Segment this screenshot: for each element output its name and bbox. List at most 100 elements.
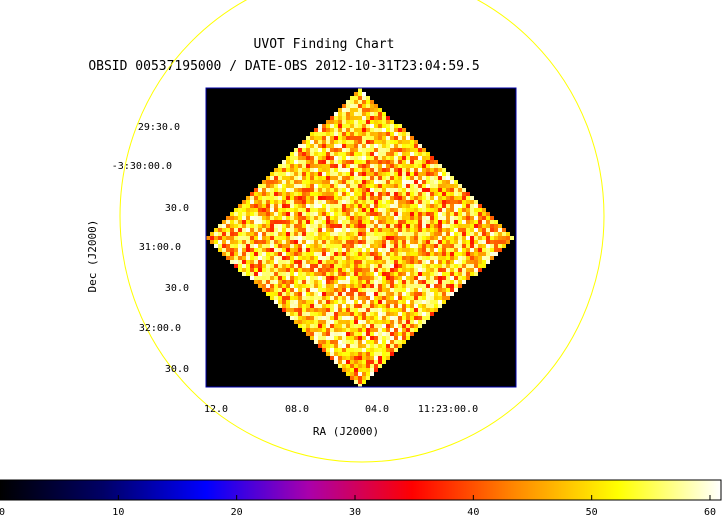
image-pixel (378, 228, 382, 232)
image-pixel (378, 136, 382, 140)
image-pixel (362, 100, 366, 104)
image-pixel (330, 320, 334, 324)
image-pixel (414, 300, 418, 304)
image-pixel (282, 248, 286, 252)
image-pixel (254, 252, 258, 256)
image-pixel (274, 280, 278, 284)
image-pixel (378, 296, 382, 300)
image-pixel (494, 244, 498, 248)
image-pixel (402, 156, 406, 160)
image-pixel (266, 276, 270, 280)
image-pixel (342, 264, 346, 268)
image-pixel (358, 336, 362, 340)
image-pixel (398, 288, 402, 292)
image-pixel (310, 284, 314, 288)
image-pixel (438, 260, 442, 264)
image-pixel (322, 152, 326, 156)
image-pixel (318, 124, 322, 128)
image-pixel (302, 328, 306, 332)
image-pixel (422, 276, 426, 280)
y-tick-label: 30.0 (165, 364, 189, 375)
image-pixel (318, 292, 322, 296)
image-pixel (434, 292, 438, 296)
image-pixel (274, 192, 278, 196)
image-pixel (366, 304, 370, 308)
image-pixel (442, 256, 446, 260)
image-pixel (430, 244, 434, 248)
image-pixel (370, 272, 374, 276)
image-pixel (414, 284, 418, 288)
image-pixel (486, 212, 490, 216)
image-pixel (398, 188, 402, 192)
image-pixel (362, 128, 366, 132)
image-pixel (478, 220, 482, 224)
image-pixel (378, 148, 382, 152)
image-pixel (470, 216, 474, 220)
image-pixel (282, 196, 286, 200)
image-pixel (262, 188, 266, 192)
image-pixel (354, 360, 358, 364)
image-pixel (462, 204, 466, 208)
image-pixel (230, 228, 234, 232)
image-pixel (246, 252, 250, 256)
image-pixel (486, 216, 490, 220)
image-pixel (374, 344, 378, 348)
image-pixel (454, 216, 458, 220)
image-pixel (322, 188, 326, 192)
image-pixel (398, 248, 402, 252)
image-pixel (306, 188, 310, 192)
image-pixel (350, 268, 354, 272)
image-pixel (354, 356, 358, 360)
image-pixel (378, 316, 382, 320)
image-pixel (274, 264, 278, 268)
image-pixel (386, 168, 390, 172)
image-pixel (294, 300, 298, 304)
image-pixel (450, 264, 454, 268)
image-pixel (362, 244, 366, 248)
image-pixel (314, 224, 318, 228)
image-pixel (230, 248, 234, 252)
image-pixel (286, 280, 290, 284)
image-pixel (490, 244, 494, 248)
image-pixel (362, 288, 366, 292)
image-pixel (350, 264, 354, 268)
image-pixel (370, 344, 374, 348)
image-pixel (402, 340, 406, 344)
image-pixel (370, 172, 374, 176)
image-pixel (350, 276, 354, 280)
image-pixel (366, 168, 370, 172)
image-pixel (386, 148, 390, 152)
image-pixel (390, 220, 394, 224)
image-pixel (466, 200, 470, 204)
image-pixel (374, 236, 378, 240)
image-pixel (294, 296, 298, 300)
image-pixel (302, 272, 306, 276)
image-pixel (478, 208, 482, 212)
image-pixel (442, 212, 446, 216)
image-pixel (330, 192, 334, 196)
image-pixel (278, 216, 282, 220)
image-pixel (358, 276, 362, 280)
image-pixel (394, 260, 398, 264)
image-pixel (350, 208, 354, 212)
image-pixel (358, 376, 362, 380)
image-pixel (490, 216, 494, 220)
image-pixel (366, 156, 370, 160)
image-pixel (342, 324, 346, 328)
image-pixel (390, 272, 394, 276)
image-pixel (366, 196, 370, 200)
image-pixel (386, 200, 390, 204)
image-pixel (346, 236, 350, 240)
image-pixel (354, 212, 358, 216)
image-pixel (334, 120, 338, 124)
image-pixel (290, 288, 294, 292)
image-pixel (310, 204, 314, 208)
image-pixel (386, 260, 390, 264)
image-pixel (342, 252, 346, 256)
image-pixel (374, 356, 378, 360)
image-pixel (442, 288, 446, 292)
image-pixel (310, 292, 314, 296)
image-pixel (310, 132, 314, 136)
image-pixel (334, 244, 338, 248)
image-pixel (366, 364, 370, 368)
